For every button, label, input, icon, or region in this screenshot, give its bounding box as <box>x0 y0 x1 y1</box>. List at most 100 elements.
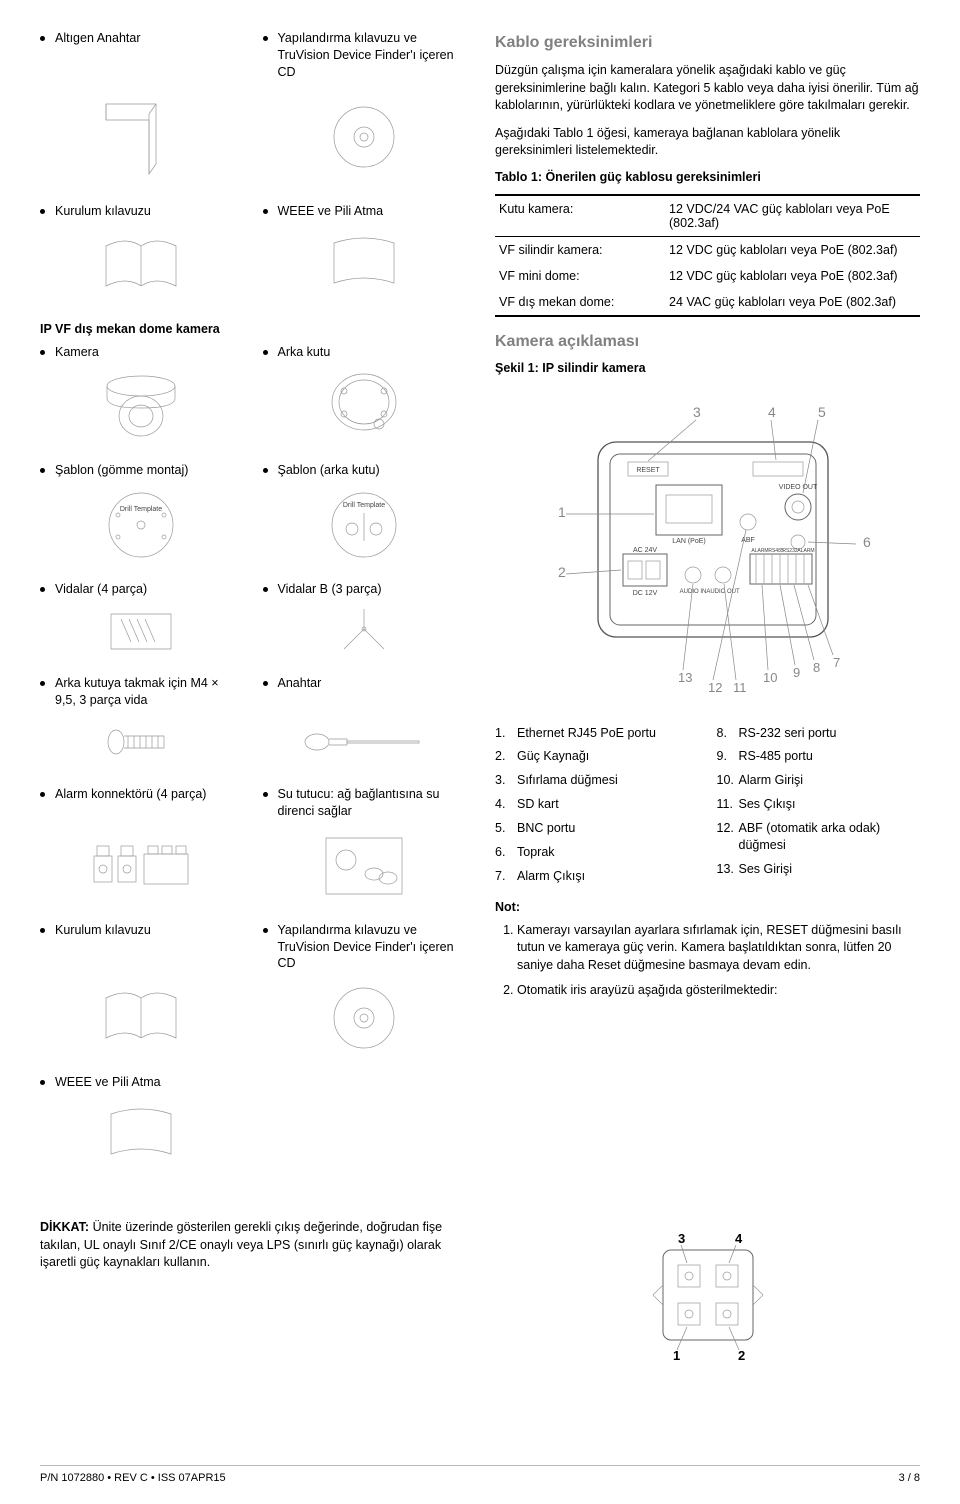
bullet-icon <box>40 587 45 592</box>
legend-num: 9. <box>717 748 739 765</box>
svg-text:4: 4 <box>735 1231 743 1246</box>
item-label: WEEE ve Pili Atma <box>55 1074 161 1091</box>
template-flush-icon: Drill Template <box>40 485 243 565</box>
svg-text:5: 5 <box>818 404 826 420</box>
illustration-row <box>40 226 465 306</box>
legend-text: RS-485 portu <box>739 748 813 765</box>
alarm-connector-icon <box>40 826 243 906</box>
illustration-row <box>40 715 465 770</box>
legend-text: Toprak <box>517 844 555 861</box>
item-label: Su tutucu: ağ bağlantısına su direnci sa… <box>278 786 466 820</box>
illustration-row: Drill Template Drill Template <box>40 485 465 565</box>
sheet-icon <box>40 1097 243 1177</box>
illustration-row <box>40 604 465 659</box>
screws-tripod-icon <box>263 604 466 659</box>
notes-list: Kamerayı varsayılan ayarlara sıfırlamak … <box>495 922 920 1000</box>
svg-text:10: 10 <box>763 670 777 685</box>
bullet-icon <box>40 350 45 355</box>
bullet-icon <box>263 681 268 686</box>
svg-text:1: 1 <box>673 1348 680 1363</box>
caution-text: DİKKAT: Ünite üzerinde gösterilen gerekl… <box>40 1219 465 1272</box>
table-cell: Kutu kamera: <box>495 195 665 237</box>
waterproof-kit-icon <box>263 826 466 906</box>
item-label: Altıgen Anahtar <box>55 30 140 47</box>
illustration-row <box>40 366 465 446</box>
legend-num: 13. <box>717 861 739 878</box>
figure-legend: 1.Ethernet RJ45 PoE portu 2.Güç Kaynağı … <box>495 725 920 892</box>
legend-num: 6. <box>495 844 517 861</box>
svg-text:13: 13 <box>678 670 692 685</box>
item-row: Kamera Arka kutu <box>40 344 465 361</box>
item-row: Vidalar (4 parça) Vidalar B (3 parça) <box>40 581 465 598</box>
illustration-row <box>40 826 465 906</box>
svg-text:AUDIO OUT: AUDIO OUT <box>706 589 740 595</box>
table-cell: VF dış mekan dome: <box>495 289 665 316</box>
svg-text:RESET: RESET <box>636 467 660 474</box>
bullet-icon <box>40 681 45 686</box>
legend-num: 4. <box>495 796 517 813</box>
item-label: Anahtar <box>278 675 322 692</box>
table-cell: 12 VDC güç kabloları veya PoE (802.3af) <box>665 236 920 263</box>
svg-text:VIDEO OUT: VIDEO OUT <box>778 484 817 491</box>
item-label: Kurulum kılavuzu <box>55 922 151 939</box>
sheet-icon <box>263 226 466 306</box>
svg-text:7: 7 <box>833 655 840 670</box>
table-cell: VF silindir kamera: <box>495 236 665 263</box>
note-heading: Not: <box>495 900 920 914</box>
bullet-icon <box>263 209 268 214</box>
bullet-icon <box>40 1080 45 1085</box>
bullet-icon <box>263 587 268 592</box>
bullet-icon <box>263 928 268 933</box>
iris-connector-diagram: 3 4 1 2 <box>495 1225 920 1365</box>
item-row: Kurulum kılavuzu WEEE ve Pili Atma <box>40 203 465 220</box>
legend-num: 1. <box>495 725 517 742</box>
legend-text: Alarm Çıkışı <box>517 868 585 885</box>
bullet-icon <box>263 36 268 41</box>
svg-text:AUDIO IN: AUDIO IN <box>679 589 706 595</box>
footer-right: 3 / 8 <box>899 1472 920 1484</box>
svg-text:12: 12 <box>708 680 722 695</box>
footer-left: P/N 1072880 • REV C • ISS 07APR15 <box>40 1472 226 1484</box>
illustration-row <box>40 87 465 187</box>
legend-num: 3. <box>495 772 517 789</box>
note-item: Otomatik iris arayüzü aşağıda gösterilme… <box>517 982 920 1000</box>
item-row: Altıgen Anahtar Yapılandırma kılavuzu ve… <box>40 30 465 81</box>
item-label: Şablon (arka kutu) <box>278 462 380 479</box>
cd-icon <box>263 87 466 187</box>
svg-text:LAN (PoE): LAN (PoE) <box>672 538 705 545</box>
bullet-icon <box>263 350 268 355</box>
figure-caption: Şekil 1: IP silindir kamera <box>495 361 920 375</box>
legend-text: SD kart <box>517 796 559 813</box>
paragraph: Aşağıdaki Tablo 1 öğesi, kameraya bağlan… <box>495 125 920 160</box>
legend-num: 11. <box>717 796 739 813</box>
svg-text:Drill Template: Drill Template <box>343 502 385 509</box>
svg-text:6: 6 <box>863 534 871 550</box>
item-label: Alarm konnektörü (4 parça) <box>55 786 206 803</box>
legend-text: BNC portu <box>517 820 575 837</box>
svg-text:ALARM: ALARM <box>751 548 768 554</box>
bottom-row: DİKKAT: Ünite üzerinde gösterilen gerekl… <box>40 1219 920 1365</box>
svg-text:11: 11 <box>733 680 747 695</box>
caution-body: Ünite üzerinde gösterilen gerekli çıkış … <box>40 1220 442 1269</box>
legend-num: 5. <box>495 820 517 837</box>
legend-text: Ses Çıkışı <box>739 796 796 813</box>
legend-text: Sıfırlama düğmesi <box>517 772 618 789</box>
item-label: Arka kutu <box>278 344 331 361</box>
svg-text:2: 2 <box>558 564 566 580</box>
heading-cable-req: Kablo gereksinimleri <box>495 34 920 52</box>
item-row: Kurulum kılavuzu Yapılandırma kılavuzu v… <box>40 922 465 973</box>
svg-text:AC 24V: AC 24V <box>632 547 656 554</box>
item-row: Şablon (gömme montaj) Şablon (arka kutu) <box>40 462 465 479</box>
legend-num: 2. <box>495 748 517 765</box>
legend-num: 10. <box>717 772 739 789</box>
svg-text:9: 9 <box>793 665 800 680</box>
bullet-icon <box>40 792 45 797</box>
item-row: Arka kutuya takmak için M4 × 9,5, 3 parç… <box>40 675 465 709</box>
bullet-icon <box>40 468 45 473</box>
legend-text: RS-232 seri portu <box>739 725 837 742</box>
left-column: Altıgen Anahtar Yapılandırma kılavuzu ve… <box>40 30 465 1193</box>
item-row: WEEE ve Pili Atma <box>40 1074 465 1091</box>
svg-text:RS232: RS232 <box>782 548 798 554</box>
page-footer: P/N 1072880 • REV C • ISS 07APR15 3 / 8 <box>40 1465 920 1484</box>
table-cell: VF mini dome: <box>495 263 665 289</box>
